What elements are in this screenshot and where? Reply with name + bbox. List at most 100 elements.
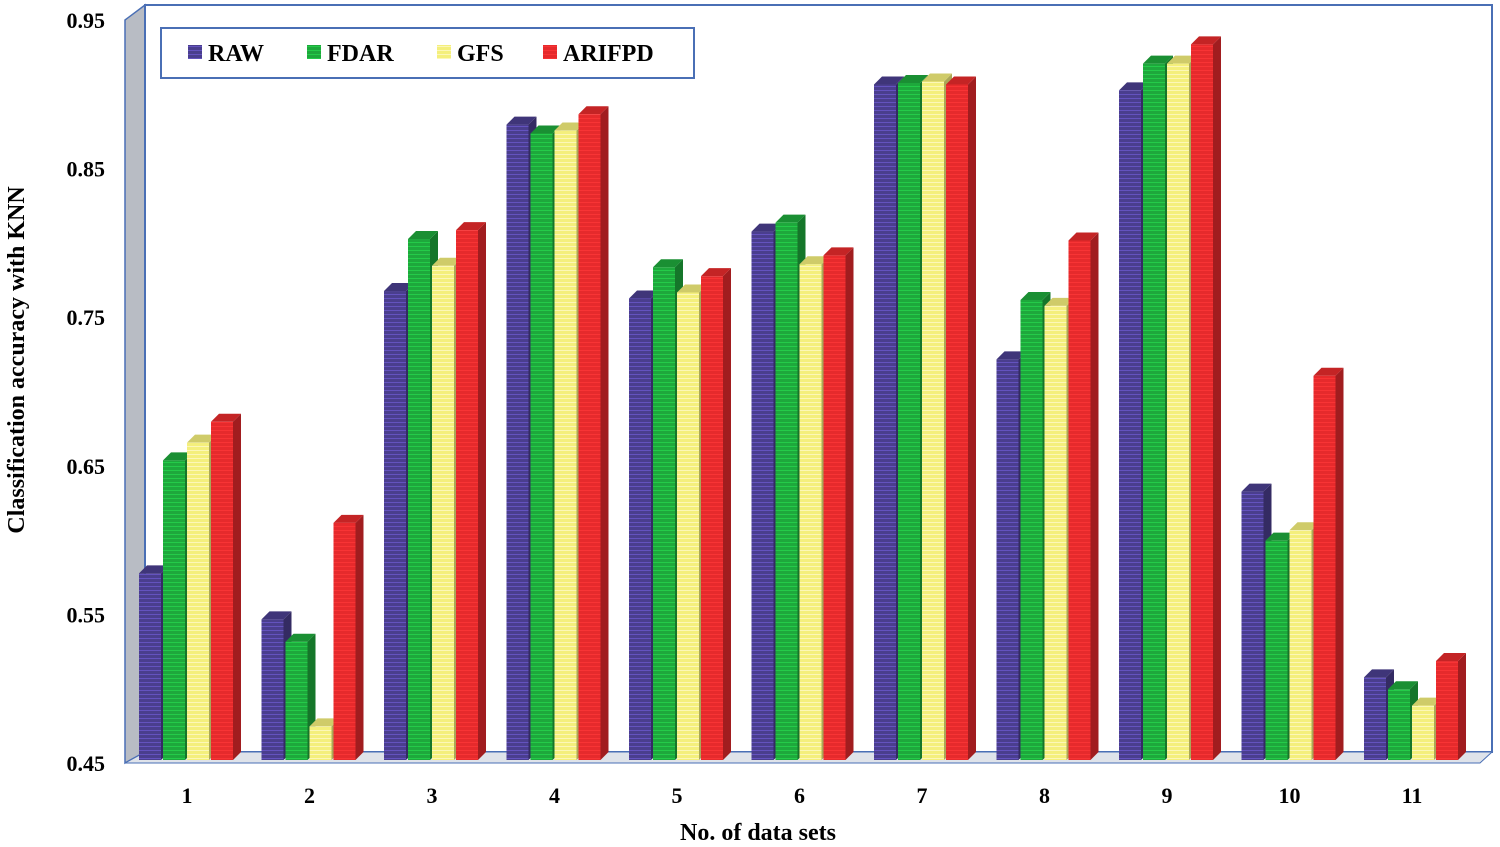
x-tick-label: 5 — [672, 783, 683, 808]
legend-label-fdar: FDAR — [327, 41, 394, 67]
bar-top — [1364, 669, 1394, 678]
bar-arifpd-11 — [1436, 661, 1458, 760]
y-tick-label: 0.75 — [67, 305, 106, 330]
bar-side — [478, 222, 486, 760]
bar-fdar-7 — [898, 82, 920, 761]
bar-raw-8 — [996, 359, 1019, 760]
bar-group-7 — [874, 73, 976, 761]
bar-top — [1265, 532, 1296, 541]
bar-group-1 — [139, 413, 241, 760]
bar-arifpd-7 — [946, 84, 968, 760]
bar-top — [261, 611, 292, 620]
bar-side — [1458, 653, 1466, 760]
bar-top — [1044, 297, 1075, 306]
bar-side — [600, 106, 609, 761]
bar-raw-4 — [506, 124, 529, 761]
bar-arifpd-10 — [1313, 375, 1336, 760]
bar-fdar-11 — [1388, 689, 1410, 760]
bar-top — [874, 76, 904, 85]
legend-swatch-gfs — [437, 45, 451, 59]
bar-top — [408, 231, 438, 240]
bar-arifpd-6 — [823, 255, 846, 760]
bar-gfs-2 — [309, 726, 332, 760]
bar-side — [723, 268, 731, 760]
bar-top — [1412, 697, 1442, 706]
bar-top — [751, 223, 782, 232]
x-axis-ticks: 1 2 3 4 5 6 7 8 9 10 11 — [182, 783, 1423, 808]
x-tick-label: 3 — [427, 783, 438, 808]
bar-top — [1241, 483, 1272, 492]
x-tick-label: 9 — [1162, 783, 1173, 808]
bar-fdar-5 — [653, 267, 675, 760]
bar-arifpd-8 — [1068, 240, 1091, 761]
bar-arifpd-5 — [701, 276, 723, 760]
bar-fdar-10 — [1265, 540, 1288, 760]
bar-raw-1 — [139, 573, 161, 760]
legend-swatch-fdar — [307, 45, 321, 59]
bar-group-2 — [261, 514, 364, 760]
x-tick-label: 6 — [794, 783, 805, 808]
x-axis-label: No. of data sets — [680, 820, 836, 846]
bar-top — [823, 247, 854, 256]
bar-top — [799, 256, 830, 265]
bar-raw-9 — [1119, 90, 1141, 761]
legend-box — [160, 27, 695, 79]
bar-top — [1313, 367, 1344, 376]
bar-top — [1289, 522, 1320, 531]
y-axis-label: Classification accuracy with KNN — [4, 186, 30, 534]
y-tick-label: 0.55 — [67, 602, 106, 627]
bar-side — [355, 514, 364, 760]
bar-gfs-11 — [1412, 705, 1434, 760]
bar-gfs-5 — [677, 292, 699, 760]
bar-top — [456, 222, 486, 231]
bar-gfs-9 — [1167, 63, 1189, 760]
bar-top — [1167, 55, 1197, 64]
y-tick-label: 0.45 — [67, 751, 106, 776]
bar-top — [384, 283, 414, 292]
bar-side — [1090, 232, 1099, 761]
bar-top — [946, 76, 976, 85]
bar-fdar-8 — [1020, 299, 1043, 760]
bar-side — [233, 413, 241, 760]
bar-top — [775, 214, 806, 223]
bar-group-10 — [1241, 367, 1344, 760]
bar-group-5 — [629, 259, 731, 760]
bar-top — [653, 259, 683, 268]
bar-top — [1436, 653, 1466, 662]
bar-fdar-3 — [408, 239, 430, 761]
bar-top — [922, 73, 952, 82]
legend-swatch-raw — [188, 45, 202, 59]
bar-fdar-4 — [530, 133, 553, 761]
bar-top — [898, 74, 928, 83]
legend-label-raw: RAW — [208, 41, 264, 67]
bar-fdar-9 — [1143, 63, 1165, 760]
bar-gfs-4 — [554, 130, 577, 760]
bar-top — [1068, 232, 1099, 241]
bar-raw-11 — [1364, 677, 1386, 760]
bar-top — [530, 125, 561, 134]
bar-group-4 — [506, 106, 609, 761]
y-tick-label: 0.65 — [67, 454, 106, 479]
legend-label-arifpd: ARIFPD — [563, 41, 654, 67]
legend: RAW FDAR GFS ARIFPD — [160, 27, 695, 79]
bar-top — [1143, 55, 1173, 64]
bar-gfs-6 — [799, 264, 822, 760]
bar-top — [333, 514, 364, 523]
bar-raw-3 — [384, 291, 406, 760]
bar-top — [163, 452, 193, 461]
bar-raw-7 — [874, 84, 896, 760]
bar-top — [996, 351, 1027, 360]
bar-top — [677, 284, 707, 293]
x-tick-label: 8 — [1039, 783, 1050, 808]
bar-raw-6 — [751, 231, 774, 760]
bar-top — [1191, 36, 1221, 45]
bar-gfs-3 — [432, 265, 454, 760]
bar-arifpd-3 — [456, 230, 478, 760]
x-tick-label: 4 — [549, 783, 560, 808]
x-tick-label: 1 — [182, 783, 193, 808]
bar-group-8 — [996, 232, 1099, 761]
bar-raw-5 — [629, 298, 651, 760]
bar-fdar-1 — [163, 460, 185, 760]
bar-side — [845, 247, 854, 760]
x-tick-label: 11 — [1402, 783, 1423, 808]
